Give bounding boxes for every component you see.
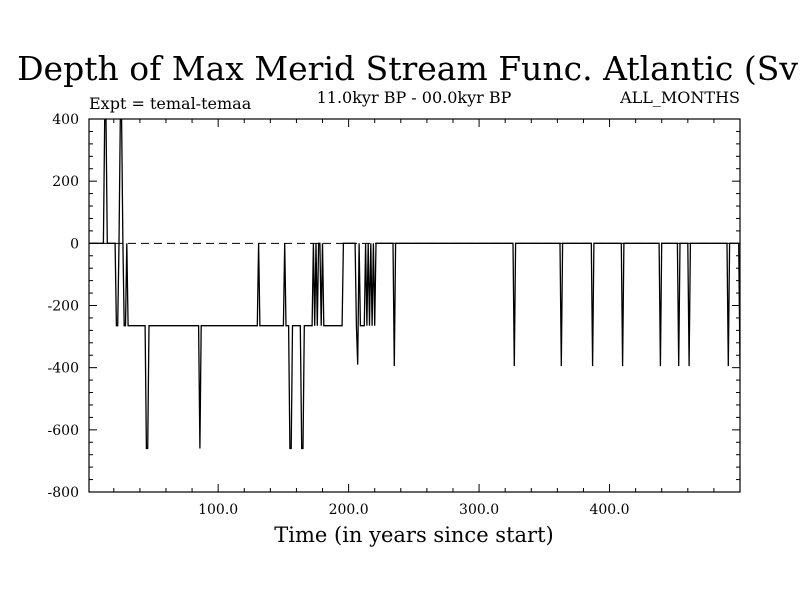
y-tick-label: 0 <box>70 236 79 252</box>
plot-frame <box>88 118 741 493</box>
y-tick-label: -200 <box>48 299 79 315</box>
y-tick-label: -400 <box>48 361 79 377</box>
y-tick-label: -800 <box>48 485 79 501</box>
y-tick-label: 400 <box>52 112 79 128</box>
y-axis-ticks: 400 200 0 -200 -400 -600 -800 <box>48 112 740 501</box>
x-axis-label: Time (in years since start) <box>274 523 553 547</box>
x-tick-label: 200.0 <box>329 502 369 518</box>
y-tick-label: 200 <box>52 174 79 190</box>
experiment-label: Expt = temal-temaa <box>89 94 252 113</box>
series-line-depth <box>89 119 740 450</box>
x-tick-label: 100.0 <box>198 502 238 518</box>
y-tick-label: -600 <box>48 423 79 439</box>
period-label: 11.0kyr BP - 00.0kyr BP <box>317 88 512 107</box>
x-tick-label: 300.0 <box>459 502 499 518</box>
plot-area <box>89 119 740 450</box>
x-axis-ticks: 100.0 200.0 300.0 400.0 <box>113 119 741 518</box>
months-label: ALL_MONTHS <box>619 88 740 107</box>
chart-title: Depth of Max Merid Stream Func. Atlantic… <box>17 49 800 88</box>
x-tick-label: 400.0 <box>589 502 629 518</box>
